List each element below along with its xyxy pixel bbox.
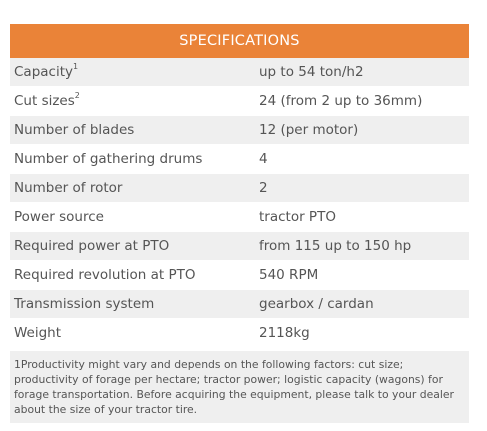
row-label: Weight bbox=[14, 325, 62, 341]
row-value: 24 (from 2 up to 36mm) bbox=[259, 93, 423, 109]
row-label: Power source bbox=[14, 209, 104, 225]
row-label: Required power at PTO bbox=[14, 238, 170, 254]
row-value: 4 bbox=[259, 151, 268, 167]
table-row: Capacity1 up to 54 ton/h2 bbox=[10, 58, 469, 87]
table-row: Required revolution at PTO 540 RPM bbox=[10, 261, 469, 290]
footnote-marker: 1 bbox=[73, 62, 79, 71]
table-row: Weight 2118kg bbox=[10, 319, 469, 348]
footnote-marker: 2 bbox=[74, 91, 80, 100]
table-header: SPECIFICATIONS bbox=[10, 24, 469, 58]
row-value: gearbox / cardan bbox=[259, 296, 374, 312]
row-label: Capacity1 bbox=[14, 62, 79, 80]
table-row: Transmission system gearbox / cardan bbox=[10, 290, 469, 319]
row-label: Number of gathering drums bbox=[14, 151, 203, 167]
row-label: Number of rotor bbox=[14, 180, 123, 196]
row-value: tractor PTO bbox=[259, 209, 336, 225]
footnote-text: 1Productivity might vary and depends on … bbox=[10, 351, 469, 423]
row-value: up to 54 ton/h2 bbox=[259, 64, 364, 80]
row-value: from 115 up to 150 hp bbox=[259, 238, 412, 254]
table-title: SPECIFICATIONS bbox=[179, 33, 300, 49]
row-value: 2 bbox=[259, 180, 268, 196]
row-label: Cut sizes2 bbox=[14, 91, 80, 109]
table-row: Power source tractor PTO bbox=[10, 203, 469, 232]
row-value: 12 (per motor) bbox=[259, 122, 359, 138]
row-value: 540 RPM bbox=[259, 267, 319, 283]
row-label: Number of blades bbox=[14, 122, 135, 138]
specifications-table: SPECIFICATIONS Capacity1 up to 54 ton/h2… bbox=[10, 24, 469, 423]
table-row: Required power at PTO from 115 up to 150… bbox=[10, 232, 469, 261]
table-row: Number of gathering drums 4 bbox=[10, 145, 469, 174]
table-row: Number of blades 12 (per motor) bbox=[10, 116, 469, 145]
row-value: 2118kg bbox=[259, 325, 310, 341]
row-label: Required revolution at PTO bbox=[14, 267, 196, 283]
table-row: Cut sizes2 24 (from 2 up to 36mm) bbox=[10, 87, 469, 116]
row-label: Transmission system bbox=[14, 296, 155, 312]
table-row: Number of rotor 2 bbox=[10, 174, 469, 203]
